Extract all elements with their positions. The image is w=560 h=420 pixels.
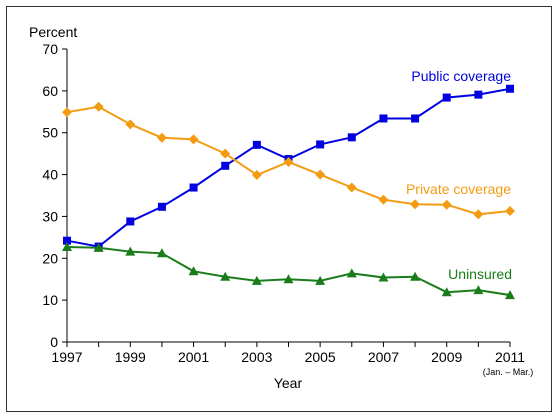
- series-public-coverage: [63, 84, 514, 251]
- series-label-private-coverage: Private coverage: [406, 181, 511, 197]
- public-coverage-point: [442, 93, 451, 102]
- private-coverage-point: [188, 134, 199, 145]
- private-coverage-point: [505, 205, 515, 216]
- public-coverage-point: [157, 202, 166, 211]
- uninsured-point: [125, 246, 136, 256]
- y-tick-label: 40: [42, 167, 58, 183]
- uninsured-point: [315, 275, 326, 285]
- x-tick-label: 1997: [51, 349, 82, 365]
- uninsured-point: [505, 290, 515, 300]
- y-tick-label: 0: [50, 334, 58, 350]
- private-coverage-point: [473, 209, 484, 220]
- x-tick-sublabel: (Jan. – Mar.): [483, 367, 534, 377]
- private-coverage-point: [283, 157, 294, 168]
- private-coverage-point: [220, 148, 231, 159]
- public-coverage-point: [252, 140, 261, 149]
- private-coverage-point: [346, 182, 357, 193]
- uninsured-point: [220, 271, 231, 281]
- x-tick-label: 2009: [431, 349, 462, 365]
- private-coverage-point: [156, 132, 167, 143]
- x-tick-label: 2003: [241, 349, 272, 365]
- public-coverage-point: [379, 114, 388, 123]
- uninsured-point: [378, 272, 389, 282]
- series-label-public-coverage: Public coverage: [411, 68, 511, 84]
- y-tick-label: 70: [42, 41, 58, 57]
- series-uninsured: [62, 241, 515, 300]
- public-coverage-point: [189, 183, 198, 192]
- series-label-uninsured: Uninsured: [448, 266, 512, 282]
- private-coverage-point: [378, 194, 389, 205]
- uninsured-point: [473, 285, 484, 295]
- x-tick-label: 2001: [178, 349, 209, 365]
- public-coverage-point: [474, 90, 483, 99]
- uninsured-point: [93, 242, 104, 252]
- x-tick-label: 2011: [495, 349, 525, 365]
- uninsured-point: [251, 275, 262, 285]
- private-coverage-point: [251, 169, 262, 180]
- private-coverage-point: [62, 107, 72, 118]
- y-tick-label: 50: [42, 125, 58, 141]
- y-tick-label: 20: [42, 250, 58, 266]
- y-tick-label: 10: [42, 292, 58, 308]
- x-axis-label: Year: [274, 375, 303, 391]
- public-coverage-point: [221, 161, 230, 170]
- y-axis-label: Percent: [29, 24, 77, 40]
- public-coverage-point: [506, 84, 514, 93]
- uninsured-point: [441, 287, 452, 297]
- public-coverage-point: [411, 114, 420, 123]
- private-coverage-point: [315, 169, 326, 180]
- series-private-coverage: [62, 101, 515, 220]
- private-coverage-point: [410, 199, 421, 210]
- axes: 0 10 20 30 40 50 60 70 1997 1999 2001 2003 2005 2007 2…: [42, 41, 533, 377]
- public-coverage-point: [126, 217, 135, 226]
- uninsured-point: [410, 271, 421, 281]
- private-coverage-point: [125, 119, 136, 130]
- public-coverage-point: [63, 236, 71, 245]
- uninsured-point: [62, 241, 72, 251]
- series-layer: [62, 84, 515, 300]
- x-tick-label: 1999: [115, 349, 146, 365]
- uninsured-point: [188, 266, 199, 276]
- y-tick-label: 60: [42, 83, 58, 99]
- public-coverage-point: [316, 140, 325, 149]
- y-tick-label: 30: [42, 208, 58, 224]
- x-tick-label: 2005: [305, 349, 336, 365]
- private-coverage-point: [93, 101, 104, 112]
- public-coverage-point: [347, 133, 356, 142]
- series-labels: Public coverage Private coverage Uninsured: [406, 68, 512, 282]
- private-coverage-point: [441, 199, 452, 210]
- x-tick-label: 2007: [368, 349, 399, 365]
- uninsured-point: [156, 248, 167, 258]
- uninsured-point: [283, 274, 294, 284]
- uninsured-point: [346, 268, 357, 278]
